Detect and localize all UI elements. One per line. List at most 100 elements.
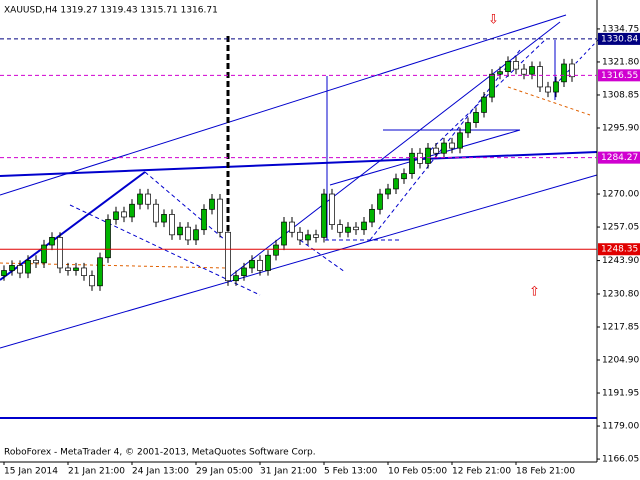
candle-body <box>513 61 519 70</box>
y-tick-label: 1179.00 <box>602 422 639 432</box>
candle-body <box>241 267 247 276</box>
x-tick-label: 21 Jan 21:00 <box>68 467 125 477</box>
candle-body <box>89 275 95 287</box>
candle-body <box>137 193 143 205</box>
y-tick-label: 1230.80 <box>602 289 639 299</box>
x-tick-label: 10 Feb 05:00 <box>388 467 447 477</box>
y-tick-label: 1321.80 <box>602 57 639 67</box>
candle-body <box>497 71 503 75</box>
y-tick-label: 1191.95 <box>602 389 639 399</box>
candle-body <box>433 147 439 154</box>
candle-body <box>465 122 471 134</box>
candle-body <box>353 226 359 231</box>
y-tick-label: 1204.90 <box>602 356 639 366</box>
candle-body <box>345 226 351 233</box>
candle-body <box>489 73 495 98</box>
arrow-up-icon: ⇧ <box>529 285 540 300</box>
y-tick-label: 1166.05 <box>602 455 639 465</box>
candle-body <box>65 267 71 271</box>
y-tick-label: 1243.90 <box>602 256 639 266</box>
x-tick-label: 18 Feb 21:00 <box>516 467 575 477</box>
candle-body <box>297 231 303 241</box>
candle-body <box>561 63 567 83</box>
candle-body <box>201 208 207 231</box>
x-tick-label: 5 Feb 13:00 <box>324 467 378 477</box>
x-tick-label: 31 Jan 21:00 <box>260 467 317 477</box>
candle-body <box>321 193 327 238</box>
candle-body <box>393 178 399 190</box>
x-tick-label: 24 Jan 13:00 <box>132 467 189 477</box>
candle-body <box>73 267 79 271</box>
projection-line <box>507 86 591 116</box>
price-label: 1284.27 <box>601 153 638 163</box>
candle-body <box>305 234 311 241</box>
candle-body <box>337 224 343 233</box>
candle-body <box>473 112 479 123</box>
candle-body <box>481 96 487 113</box>
y-tick-label: 1270.00 <box>602 190 639 200</box>
x-tick-label: 15 Jan 2014 <box>4 467 58 477</box>
candle-body <box>545 86 551 93</box>
candle-body <box>249 259 255 269</box>
candle-body <box>41 244 47 264</box>
trend-line <box>144 171 226 241</box>
candle-body <box>385 188 391 195</box>
candle-body <box>129 203 135 218</box>
candle-body <box>369 208 375 223</box>
trend-line <box>299 239 346 273</box>
candle-body <box>401 173 407 180</box>
candle-body <box>225 231 231 282</box>
price-label: 1316.55 <box>601 71 638 81</box>
candle-body <box>233 275 239 282</box>
candle-body <box>169 214 175 236</box>
candle-body <box>449 142 455 149</box>
candle-body <box>457 132 463 149</box>
candle-body <box>257 259 263 271</box>
candle-body <box>217 198 223 233</box>
candle-body <box>265 254 271 271</box>
y-tick-label: 1257.05 <box>602 223 639 233</box>
candle-body <box>329 193 335 225</box>
candle-body <box>361 221 367 231</box>
candle-body <box>49 237 55 246</box>
y-tick-label: 1295.90 <box>602 123 639 133</box>
price-label-bg <box>598 243 640 256</box>
price-label: 1248.35 <box>601 245 638 255</box>
candle-body <box>537 66 543 88</box>
candle-body <box>1 270 7 276</box>
candle-body <box>409 152 415 174</box>
candle-body <box>105 219 111 259</box>
candle-body <box>425 147 431 164</box>
y-tick-label: 1334.75 <box>602 24 639 34</box>
price-label-bg <box>598 69 640 82</box>
candle-body <box>281 221 287 246</box>
trend-line <box>0 14 567 196</box>
candle-body <box>177 226 183 236</box>
price-label-bg <box>598 151 640 164</box>
projection-line <box>554 39 599 86</box>
trend-line <box>0 151 598 177</box>
candle-body <box>57 237 63 269</box>
candle-body <box>145 193 151 205</box>
candle-body <box>521 68 527 75</box>
candle-body <box>25 259 31 274</box>
candle-body <box>377 193 383 210</box>
x-tick-label: 12 Feb 21:00 <box>452 467 511 477</box>
candle-body <box>505 61 511 72</box>
candle-body <box>417 152 423 164</box>
candle-body <box>313 234 319 238</box>
candle-body <box>441 142 447 154</box>
candle-body <box>193 229 199 241</box>
candle-body <box>33 259 39 264</box>
candle-body <box>81 267 87 276</box>
candle-body <box>185 226 191 241</box>
candle-body <box>553 81 559 93</box>
price-label-bg <box>598 32 640 45</box>
price-label: 1330.84 <box>601 34 638 44</box>
trend-line <box>0 171 146 281</box>
candle-body <box>161 214 167 223</box>
x-tick-label: 29 Jan 05:00 <box>196 467 253 477</box>
projection-line <box>0 262 226 269</box>
